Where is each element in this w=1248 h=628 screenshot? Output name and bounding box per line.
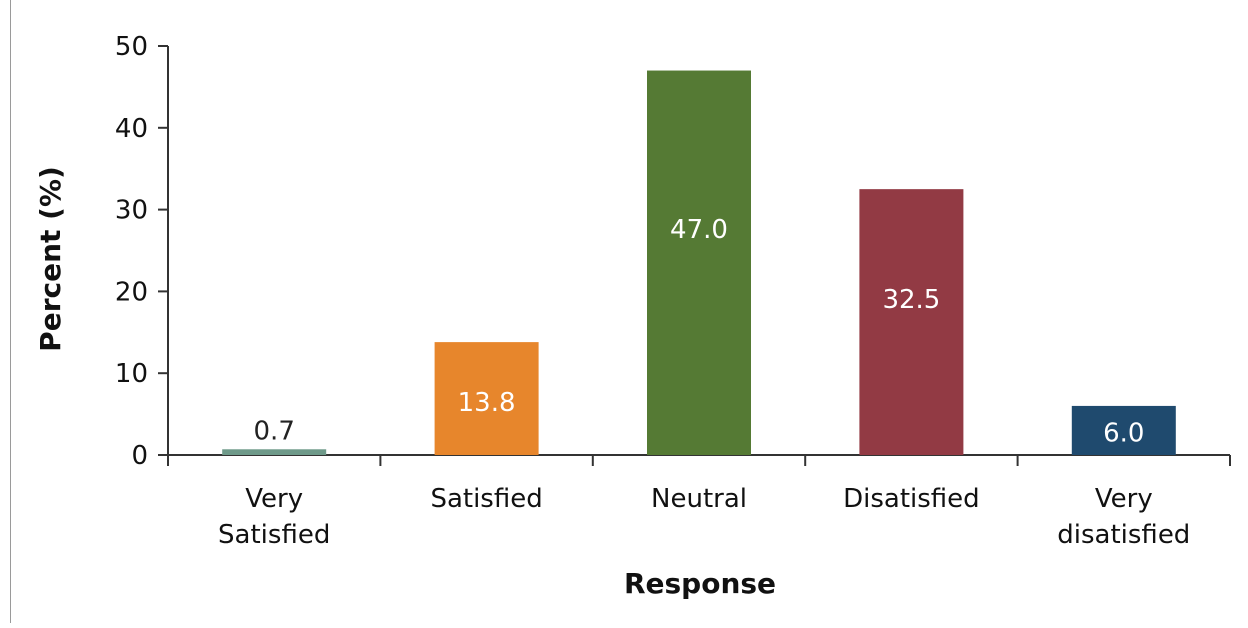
category-label-line: Disatisfied xyxy=(843,484,980,514)
category-label-line: Very xyxy=(1095,484,1153,514)
category-label-line: Satisfied xyxy=(430,484,542,514)
bar-value-label: 13.8 xyxy=(458,388,516,418)
bars xyxy=(222,70,1176,455)
bar-value-label: 32.5 xyxy=(882,285,940,315)
bar-value-label: 0.7 xyxy=(254,416,295,446)
value-labels: 0.7 13.8 47.0 32.5 6.0 xyxy=(254,215,1145,448)
bar xyxy=(1071,405,1176,455)
category-label-line: disatisfied xyxy=(1057,520,1190,550)
bar xyxy=(647,70,751,455)
y-axis: 0 10 20 30 40 50 xyxy=(115,32,169,471)
y-tick-label: 20 xyxy=(115,277,148,307)
x-axis: Very Satisfied Satisfied Neutral Disatisfied… xyxy=(167,454,1231,550)
bar xyxy=(222,449,327,455)
bar-value-label: 6.0 xyxy=(1103,418,1144,448)
y-axis-title: Percent (%) xyxy=(34,166,67,352)
bar xyxy=(434,342,539,455)
bar-value-label: 47.0 xyxy=(670,215,728,245)
y-tick-label: 30 xyxy=(115,196,148,226)
category-label: Neutral xyxy=(651,484,747,514)
frame-border xyxy=(10,0,11,623)
category-label: Very disatisfied xyxy=(1057,484,1190,550)
category-label: Disatisfied xyxy=(843,484,980,514)
category-label-line: Neutral xyxy=(651,484,747,514)
category-label: Very Satisfied xyxy=(218,484,330,550)
category-label-line: Very xyxy=(245,484,303,514)
y-tick-label: 0 xyxy=(131,441,148,471)
category-label-line: Satisfied xyxy=(218,520,330,550)
bar xyxy=(859,189,964,455)
y-tick-label: 10 xyxy=(115,359,148,389)
category-label: Satisfied xyxy=(430,484,542,514)
y-tick-label: 40 xyxy=(115,114,148,144)
x-axis-title: Response xyxy=(624,567,776,600)
y-tick-label: 50 xyxy=(115,32,148,62)
